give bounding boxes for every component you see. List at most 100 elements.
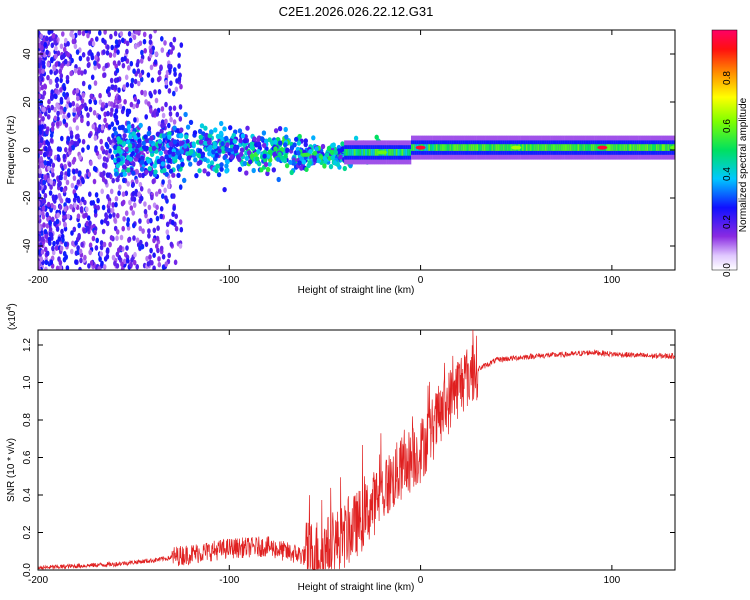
heatmap-cell: [63, 206, 67, 212]
heatmap-cell: [130, 196, 134, 202]
heatmap-cell: [155, 215, 160, 222]
heatmap-cell: [114, 39, 119, 45]
heatmap-cell: [45, 211, 49, 218]
heatmap-cell: [102, 49, 106, 55]
heatmap-cell: [148, 39, 153, 45]
heatmap-cell: [283, 126, 288, 133]
heatmap-cell: [359, 149, 362, 156]
heatmap-cell: [654, 144, 657, 151]
heatmap-cell: [63, 241, 68, 247]
heatmap-cell: [104, 149, 109, 156]
heatmap-cell: [304, 166, 309, 172]
heatmap-cell: [50, 202, 54, 209]
heatmap-cell: [353, 149, 356, 156]
heatmap-cell: [113, 260, 117, 267]
heatmap-cell: [55, 82, 59, 89]
heatmap-cell: [412, 144, 416, 151]
heatmap-cell: [228, 125, 233, 131]
heatmap-cell: [172, 125, 177, 131]
heatmap-cell: [179, 83, 183, 90]
heatmap-cell: [122, 258, 127, 265]
heatmap-cell: [50, 57, 54, 64]
heatmap-cell: [117, 39, 122, 45]
heatmap-cell: [123, 99, 127, 105]
heatmap-cell: [99, 244, 104, 251]
x-tick-label: 100: [604, 575, 621, 586]
heatmap-cell: [499, 144, 502, 151]
heatmap-cell: [179, 42, 184, 48]
heatmap-cell: [155, 243, 159, 249]
heatmap-cell: [222, 155, 227, 161]
heatmap-cell: [138, 122, 143, 128]
heatmap-cell: [137, 138, 142, 144]
heatmap-cell: [160, 106, 165, 112]
heatmap-cell: [266, 153, 271, 159]
bottom-y-axis-label: SNR (10 * v/v): [6, 438, 17, 502]
heatmap-cell: [47, 98, 51, 105]
heatmap-cell: [273, 139, 278, 145]
heatmap-cell: [108, 241, 112, 248]
heatmap-cell: [502, 144, 505, 151]
heatmap-cell: [541, 144, 544, 151]
heatmap-cell: [137, 80, 141, 87]
heatmap-cell: [66, 136, 71, 142]
heatmap-cell: [103, 162, 108, 169]
heatmap-cell: [78, 154, 82, 161]
heatmap-cell: [84, 30, 89, 34]
heatmap-cell: [432, 144, 435, 151]
heatmap-cell: [506, 144, 509, 151]
colorbar-tick-label: 0.4: [722, 167, 733, 181]
heatmap-peak: [597, 145, 608, 150]
heatmap-cell: [76, 179, 81, 185]
top-x-ticks: -200 -100 0 100: [28, 30, 621, 286]
heatmap-cell: [155, 111, 160, 117]
heatmap-cell: [328, 164, 334, 170]
heatmap-cell: [167, 122, 171, 129]
heatmap-cell: [71, 38, 76, 45]
heatmap-cell: [127, 31, 132, 37]
heatmap-cell: [520, 144, 523, 151]
heatmap-cell: [114, 201, 118, 208]
heatmap-cell: [47, 107, 51, 114]
heatmap-cell: [157, 188, 162, 195]
heatmap-cell: [222, 126, 227, 132]
heatmap-cell: [659, 144, 662, 151]
heatmap-cell: [108, 52, 113, 58]
heatmap-cell: [171, 172, 176, 178]
heatmap-cell: [527, 144, 530, 151]
heatmap-cell: [99, 171, 104, 178]
heatmap-cell: [45, 49, 49, 56]
heatmap-cell: [430, 144, 433, 151]
heatmap-cell: [143, 208, 148, 215]
heatmap-cell: [64, 37, 68, 44]
heatmap-cell: [236, 154, 241, 160]
heatmap-cell: [106, 44, 110, 51]
heatmap-cell: [172, 139, 178, 145]
heatmap-cell: [86, 56, 90, 62]
heatmap-cell: [115, 251, 120, 258]
heatmap-cell: [68, 102, 73, 108]
heatmap-cell: [141, 144, 147, 150]
heatmap-cell: [218, 130, 224, 136]
heatmap-cell: [113, 84, 118, 91]
heatmap-cell: [178, 184, 183, 190]
heatmap-cell: [54, 88, 59, 95]
heatmap-cell: [556, 144, 559, 151]
heatmap-cell: [108, 213, 113, 219]
heatmap-cell: [631, 144, 634, 151]
heatmap-cell: [40, 249, 45, 255]
heatmap-cell: [119, 31, 124, 37]
heatmap-cell: [91, 123, 96, 130]
heatmap-cell: [525, 144, 528, 151]
heatmap-cell: [168, 168, 174, 174]
heatmap-cell: [173, 259, 178, 266]
heatmap-cell: [46, 160, 50, 167]
heatmap-cell: [262, 153, 267, 159]
heatmap-cell: [86, 112, 90, 118]
heatmap-cell: [168, 67, 172, 74]
heatmap-cell: [175, 150, 181, 156]
heatmap-cell: [121, 164, 127, 170]
heatmap-cell: [157, 89, 162, 95]
heatmap-cell: [60, 135, 64, 142]
heatmap-cell: [470, 144, 473, 151]
